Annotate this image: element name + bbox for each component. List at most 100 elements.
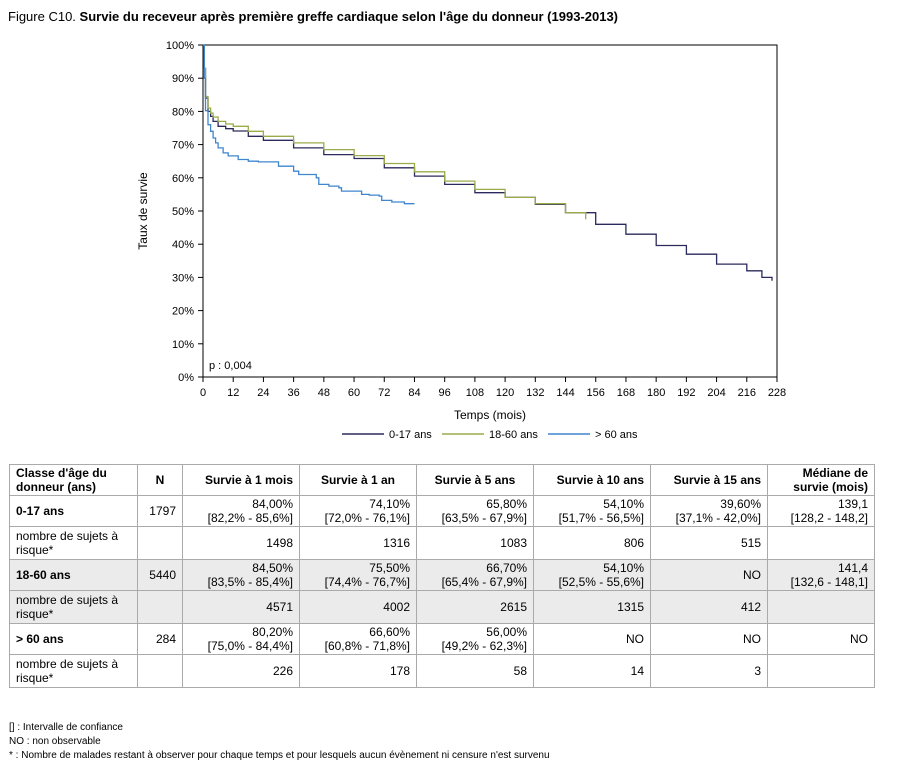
y-tick-label: 50% <box>172 206 194 218</box>
confidence-interval: [82,2% - 85,6%] <box>207 511 293 525</box>
x-tick-label: 36 <box>288 387 300 399</box>
survival-value: 74,10% <box>369 497 410 511</box>
x-tick-label: 84 <box>408 387 420 399</box>
x-tick-label: 96 <box>439 387 451 399</box>
survival-value: NO <box>850 632 868 646</box>
y-tick-label: 90% <box>172 73 194 85</box>
group-n: 1797 <box>137 495 183 527</box>
at-risk-count: 806 <box>533 526 651 560</box>
risk-label: nombre de sujets à risque* <box>9 654 138 688</box>
footnote-no: NO : non observable <box>9 736 101 747</box>
survival-cell: 54,10% [52,5% - 55,6%] <box>533 559 651 591</box>
header-median-survival: Médiane de survie (mois) <box>767 464 875 496</box>
header-n: N <box>137 464 183 496</box>
footnotes: [] : Intervalle de confiance NO : non ob… <box>9 721 550 763</box>
survival-cell: 66,70% [65,4% - 67,9%] <box>416 559 534 591</box>
plot-area <box>202 44 778 378</box>
legend: 0-17 ans 18-60 ans > 60 ans <box>342 429 638 441</box>
group-label: > 60 ans <box>9 623 138 655</box>
header-age-class: Classe d'âge du donneur (ans) <box>9 464 138 496</box>
survival-value: 65,80% <box>486 497 527 511</box>
y-tick-label: 100% <box>166 40 194 52</box>
p-value-annotation: p : 0,004 <box>209 360 252 372</box>
x-tick-label: 180 <box>647 387 665 399</box>
survival-value: 54,10% <box>603 497 644 511</box>
at-risk-count: 515 <box>650 526 768 560</box>
empty-cell <box>137 654 183 688</box>
at-risk-count: 412 <box>650 590 768 624</box>
empty-cell <box>137 590 183 624</box>
x-axis-title: Temps (mois) <box>454 408 526 422</box>
table-row: 18-60 ans 5440 84,50% [83,5% - 85,4%] 75,50%… <box>9 559 875 591</box>
x-tick-label: 192 <box>677 387 695 399</box>
survival-cell: 75,50% [74,4% - 76,7%] <box>299 559 417 591</box>
x-tick-label: 48 <box>318 387 330 399</box>
confidence-interval: [65,4% - 67,9%] <box>441 575 527 589</box>
table-row: nombre de sujets à risque* 4571 4002 2615 13… <box>9 590 875 624</box>
confidence-interval: [37,1% - 42,0%] <box>675 511 761 525</box>
footnote-ci: [] : Intervalle de confiance <box>9 722 123 733</box>
y-tick-label: 0% <box>178 372 194 384</box>
x-tick-label: 120 <box>496 387 514 399</box>
at-risk-count: 4571 <box>182 590 300 624</box>
at-risk-count <box>767 526 875 560</box>
figure-title: Figure C10. Survie du receveur après pre… <box>8 9 618 24</box>
y-tick-label: 10% <box>172 339 194 351</box>
survival-cell: 74,10% [72,0% - 76,1%] <box>299 495 417 527</box>
survival-cell: 84,00% [82,2% - 85,6%] <box>182 495 300 527</box>
x-tick-label: 216 <box>738 387 756 399</box>
survival-value: 56,00% <box>486 625 527 639</box>
survival-value: 80,20% <box>252 625 293 639</box>
x-tick-label: 24 <box>257 387 269 399</box>
group-n: 5440 <box>137 559 183 591</box>
survival-cell: 141,4 [132,6 - 148,1] <box>767 559 875 591</box>
confidence-interval: [52,5% - 55,6%] <box>558 575 644 589</box>
survival-value: NO <box>626 632 644 646</box>
table-row: 0-17 ans 1797 84,00% [82,2% - 85,6%] 74,10%[… <box>9 495 875 527</box>
at-risk-count: 14 <box>533 654 651 688</box>
survival-cell: 39,60% [37,1% - 42,0%] <box>650 495 768 527</box>
series-line-0 <box>203 44 773 281</box>
survival-table: Classe d'âge du donneur (ans) N Survie à… <box>9 464 875 688</box>
at-risk-count: 1315 <box>533 590 651 624</box>
survival-value: NO <box>743 632 761 646</box>
confidence-interval: [51,7% - 56,5%] <box>558 511 644 525</box>
survival-cell: NO <box>533 623 651 655</box>
footnote-risk: * : Nombre de malades restant à observer… <box>9 750 550 761</box>
at-risk-count <box>767 590 875 624</box>
x-tick-label: 12 <box>227 387 239 399</box>
header-survival-1-month: Survie à 1 mois <box>182 464 300 496</box>
x-tick-label: 72 <box>378 387 390 399</box>
survival-cell: 84,50% [83,5% - 85,4%] <box>182 559 300 591</box>
at-risk-count: 226 <box>182 654 300 688</box>
at-risk-count: 178 <box>299 654 417 688</box>
survival-value: 39,60% <box>720 497 761 511</box>
header-survival-15-years: Survie à 15 ans <box>650 464 768 496</box>
risk-label: nombre de sujets à risque* <box>9 526 138 560</box>
legend-label-0: 0-17 ans <box>389 429 432 441</box>
at-risk-count: 3 <box>650 654 768 688</box>
confidence-interval: [63,5% - 67,9%] <box>441 511 527 525</box>
survival-value: 141,4 <box>837 561 868 575</box>
confidence-interval: [74,4% - 76,7%] <box>324 575 410 589</box>
survival-cell: 66,60% [60,8% - 71,8%] <box>299 623 417 655</box>
group-label: 18-60 ans <box>9 559 138 591</box>
x-tick-label: 108 <box>466 387 484 399</box>
survival-cell: 80,20% [75,0% - 84,4%] <box>182 623 300 655</box>
series-line-1 <box>203 44 587 220</box>
survival-cell: NO <box>650 559 768 591</box>
confidence-interval: [49,2% - 62,3%] <box>441 639 527 653</box>
at-risk-count: 58 <box>416 654 534 688</box>
survival-value: 139,1 <box>837 497 868 511</box>
x-tick-label: 144 <box>556 387 574 399</box>
x-tick-label: 204 <box>707 387 725 399</box>
survival-value: NO <box>743 568 761 582</box>
empty-cell <box>137 526 183 560</box>
table-row: > 60 ans 284 80,20% [75,0% - 84,4%] 66,60% [6… <box>9 623 875 655</box>
y-tick-label: 20% <box>172 306 194 318</box>
y-tick-label: 80% <box>172 106 194 118</box>
table-row: nombre de sujets à risque* 226 178 58 14 3 <box>9 654 875 688</box>
confidence-interval: [132,6 - 148,1] <box>790 575 868 589</box>
legend-label-1: 18-60 ans <box>489 429 538 441</box>
survival-cell: NO <box>767 623 875 655</box>
